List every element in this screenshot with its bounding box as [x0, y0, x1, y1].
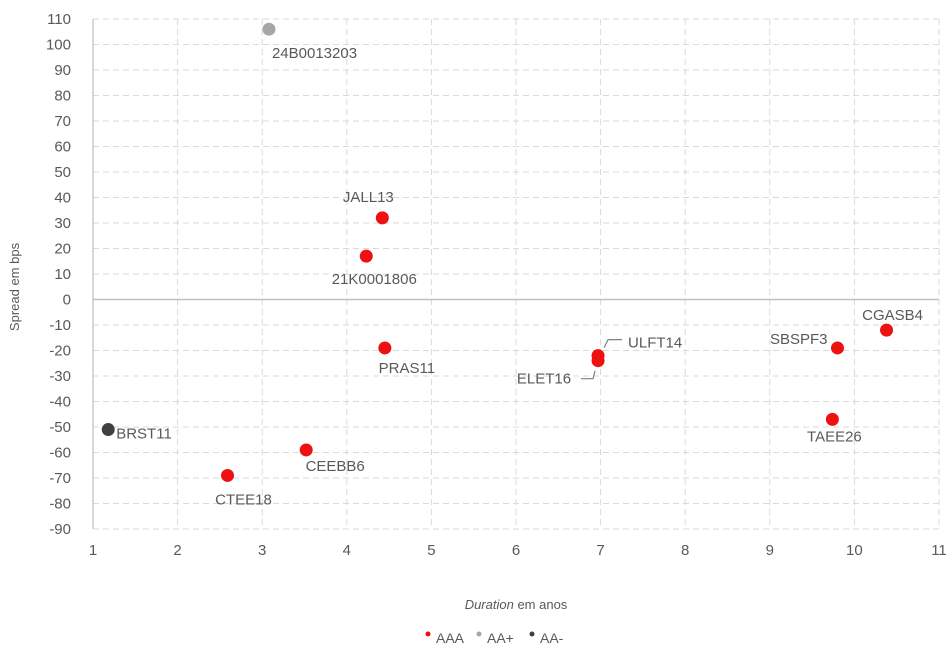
x-tick-label: 2: [173, 542, 181, 559]
x-tick-label: 5: [427, 542, 435, 559]
point-label-ceebb6: CEEBB6: [306, 458, 365, 475]
y-tick-label: 50: [54, 164, 71, 181]
legend-marker: [476, 631, 482, 637]
legend-marker: [425, 631, 431, 637]
data-point-brst11: [101, 423, 115, 437]
axes: [92, 19, 939, 529]
y-tick-label: 110: [47, 11, 71, 28]
legend: AAA AA+ AA-: [425, 630, 564, 646]
point-label-pras11: PRAS11: [379, 360, 435, 377]
data-point-elet16: [591, 354, 605, 368]
data-point-cgasb4: [880, 323, 894, 337]
y-tick-label: 100: [46, 37, 71, 54]
data-point-24b0013203: [262, 22, 276, 36]
x-axis-title-rest: em anos: [514, 597, 568, 612]
data-points: [101, 22, 894, 482]
data-point-jall13: [375, 211, 389, 225]
point-label-elet16: ELET16: [517, 371, 571, 388]
y-tick-label: -70: [49, 470, 71, 487]
legend-marker: [529, 631, 535, 637]
leader-line-elet16: [581, 370, 596, 380]
y-tick-label: 40: [54, 190, 71, 207]
point-label-ctee18: CTEE18: [215, 491, 272, 508]
y-tick-label: 60: [54, 139, 71, 156]
legend-label: AA-: [540, 630, 564, 646]
y-tick-label: -30: [49, 368, 71, 385]
point-label-brst11: BRST11: [116, 426, 172, 443]
leader-line-ulft14: [603, 339, 623, 348]
data-point-sbspf3: [830, 341, 844, 355]
legend-item-aaa: AAA: [425, 630, 465, 646]
x-tick-label: 10: [846, 542, 863, 559]
y-tick-label: -20: [49, 343, 71, 360]
x-tick-label: 7: [596, 542, 604, 559]
x-tick-label: 1: [89, 542, 97, 559]
point-label-24b0013203: 24B0013203: [272, 45, 357, 62]
point-label-jall13: JALL13: [343, 189, 394, 206]
data-point-pras11: [378, 341, 392, 355]
y-tick-label: -10: [49, 317, 71, 334]
x-tick-label: 9: [766, 542, 774, 559]
legend-item-aaminus: AA-: [529, 630, 564, 646]
data-point-taee26: [825, 412, 839, 426]
point-label-21k0001806: 21K0001806: [332, 271, 417, 288]
data-point-ctee18: [221, 468, 235, 482]
y-tick-label: 0: [63, 292, 71, 309]
y-tick-label: 10: [54, 266, 71, 283]
x-tick-label: 11: [931, 542, 947, 559]
point-label-taee26: TAEE26: [807, 428, 862, 445]
legend-label: AA+: [487, 630, 514, 646]
y-tick-label: -90: [49, 521, 71, 538]
point-label-ulft14: ULFT14: [628, 335, 682, 352]
y-tick-label: 30: [54, 215, 71, 232]
grid-lines: [93, 18, 940, 530]
point-label-cgasb4: CGASB4: [862, 307, 923, 324]
y-tick-label: -50: [49, 419, 71, 436]
y-axis-title: Spread em bps: [7, 242, 22, 331]
x-tick-label: 4: [343, 542, 351, 559]
tick-labels: 1101009080706050403020100-10-20-30-40-50…: [46, 11, 947, 559]
x-tick-label: 6: [512, 542, 520, 559]
y-tick-label: -60: [49, 445, 71, 462]
y-tick-label: 20: [54, 241, 71, 258]
x-tick-label: 3: [258, 542, 266, 559]
point-labels: JALL13 21K0001806 PRAS11 ULFT14 ELET16 CGASB4…: [116, 45, 923, 508]
y-tick-label: 80: [54, 88, 71, 105]
x-axis-title-italic: Duration: [465, 597, 514, 612]
data-point-21k0001806: [359, 249, 373, 263]
x-tick-label: 8: [681, 542, 689, 559]
legend-label: AAA: [436, 630, 465, 646]
y-tick-label: -80: [49, 496, 71, 513]
data-point-ceebb6: [299, 443, 313, 457]
y-tick-label: 90: [54, 62, 71, 79]
legend-item-aaplus: AA+: [476, 630, 514, 646]
x-axis-title: Duration em anos: [465, 597, 568, 612]
point-label-sbspf3: SBSPF3: [770, 331, 828, 348]
y-tick-label: -40: [49, 394, 71, 411]
y-tick-label: 70: [54, 113, 71, 130]
leader-lines: [581, 339, 623, 380]
